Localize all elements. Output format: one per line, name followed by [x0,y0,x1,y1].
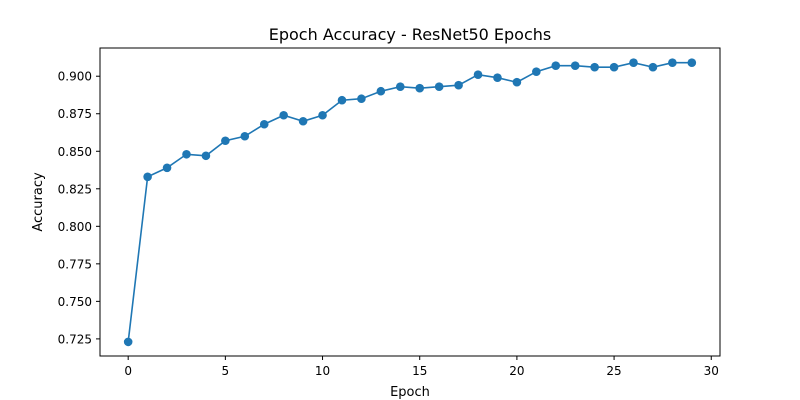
x-tick-label: 5 [222,364,230,378]
y-tick-label: 0.750 [58,295,92,309]
y-tick-label: 0.850 [58,145,92,159]
plot-area [123,58,697,347]
data-point [259,119,269,129]
chart-title: Epoch Accuracy - ResNet50 Epochs [269,25,552,44]
data-point [551,61,561,71]
data-point [298,116,308,126]
data-point [687,58,697,68]
y-tick-label: 0.825 [58,182,92,196]
data-point [532,67,541,77]
data-point [629,58,638,68]
data-point [570,61,580,71]
x-tick-label: 25 [606,364,621,378]
data-point [376,86,386,96]
y-tick-label: 0.875 [58,107,92,121]
data-point [318,110,327,120]
x-tick-label: 30 [704,364,719,378]
x-axis: 0 5 10 15 20 25 30 [124,356,719,378]
data-point [240,131,250,141]
data-point [590,62,599,72]
y-tick-label: 0.775 [58,257,92,271]
data-point [182,149,191,159]
data-point [434,82,444,92]
data-point [473,70,483,80]
series-line [127,61,692,342]
data-point [609,62,619,72]
data-point [357,94,366,104]
data-point [123,337,133,347]
y-tick-label: 0.900 [58,70,92,84]
data-point [337,95,347,105]
x-tick-label: 15 [412,364,427,378]
data-point [201,151,211,161]
data-point [454,80,463,90]
data-point [143,172,152,182]
x-tick-label: 0 [124,364,132,378]
data-point [395,82,405,92]
data-point [668,58,677,68]
data-point [493,73,502,83]
y-axis-label: Accuracy [31,172,46,232]
axes-frame [99,47,721,357]
data-point [648,62,658,72]
x-tick-label: 20 [509,364,524,378]
data-point [221,136,230,146]
y-axis: 0.725 0.750 0.775 0.800 0.825 0.850 0.875 0.900 [58,70,100,346]
x-tick-label: 10 [315,364,330,378]
data-point [162,163,172,173]
data-point [512,77,522,87]
y-tick-label: 0.725 [58,332,92,346]
x-axis-label: Epoch [390,385,430,400]
data-point [415,83,425,93]
data-point [279,110,288,120]
y-tick-label: 0.800 [58,220,92,234]
